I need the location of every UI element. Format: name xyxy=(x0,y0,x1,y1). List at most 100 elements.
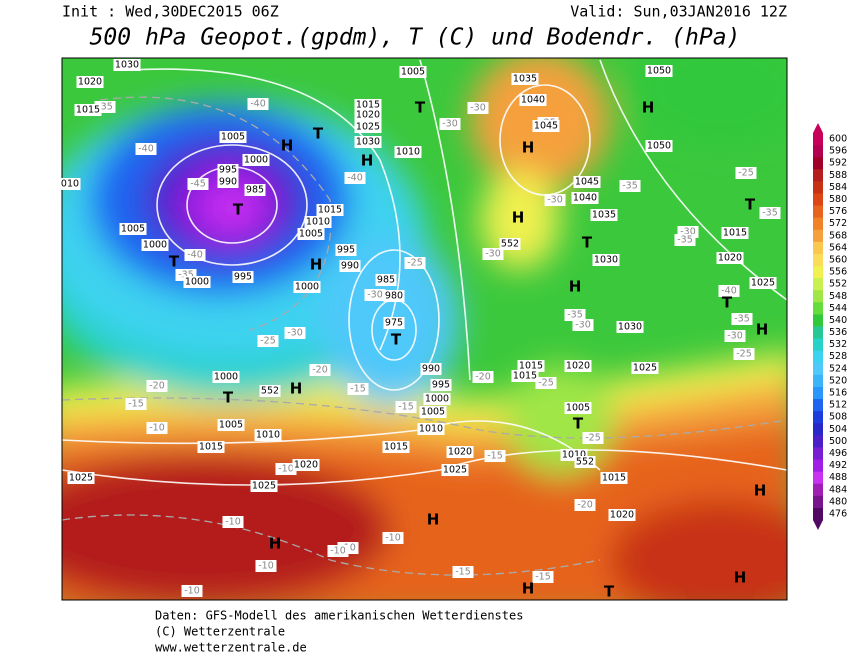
pressure-center: H xyxy=(281,137,294,155)
colorbar-segment xyxy=(813,314,823,327)
temperature-label-box xyxy=(309,364,331,376)
pressure-label-box xyxy=(590,209,618,221)
temperature-label: -35 xyxy=(622,181,638,192)
temperature-label: -15 xyxy=(455,567,471,578)
colorbar-label: 548 xyxy=(829,291,847,302)
colorbar-label: 524 xyxy=(829,363,847,374)
pressure-label-box xyxy=(59,178,81,190)
pressure-label-box xyxy=(441,464,469,476)
colorbar-label: 596 xyxy=(829,146,847,157)
colorbar-segment xyxy=(813,241,823,255)
pressure-label: 1015 xyxy=(513,371,537,382)
pressure-center: H xyxy=(361,152,374,170)
colorbar-label: 512 xyxy=(829,400,847,411)
temperature-label: -40 xyxy=(187,250,203,261)
pressure-center: T xyxy=(169,253,180,271)
temperature-label-box xyxy=(275,463,297,475)
colorbar-label: 560 xyxy=(829,254,847,265)
pressure-label-box xyxy=(74,104,102,116)
colorbar-segment xyxy=(813,374,823,388)
colorbar-segment xyxy=(813,169,823,182)
pressure-center: T xyxy=(582,234,593,252)
temperature-label: -20 xyxy=(475,372,491,383)
pressure-center: H xyxy=(522,580,535,598)
temperature-label-box xyxy=(404,257,426,269)
temperature-label: -10 xyxy=(184,586,200,597)
temperature-label: -10 xyxy=(278,464,294,475)
pressure-label-box xyxy=(573,176,601,188)
temperature-label-box xyxy=(724,330,746,342)
colorbar-label: 588 xyxy=(829,170,847,181)
pressure-label: 1020 xyxy=(718,253,742,264)
pressure-label-box xyxy=(141,239,169,251)
colorbar-label: 496 xyxy=(829,448,847,459)
pressure-label: 1020 xyxy=(294,460,318,471)
colorbar-label: 516 xyxy=(829,388,847,399)
temperature-label: -20 xyxy=(577,500,593,511)
colorbar-label: 600 xyxy=(829,134,847,145)
pressure-label: 1020 xyxy=(566,361,590,372)
temperature-label-box xyxy=(535,377,557,389)
pressure-label-box xyxy=(242,154,270,166)
pressure-label-box xyxy=(519,94,547,106)
pressure-label: 990 xyxy=(219,177,237,188)
temperature-label-box xyxy=(184,249,206,261)
pressure-label: 1045 xyxy=(534,121,558,132)
temperature-label-box xyxy=(439,118,461,130)
pressure-label: 1010 xyxy=(306,217,330,228)
pressure-label: 1030 xyxy=(115,60,139,71)
pressure-label: 1025 xyxy=(443,465,467,476)
pressure-label: 1010 xyxy=(562,450,586,461)
pressure-label-box xyxy=(217,164,239,176)
pressure-label-box xyxy=(517,360,545,372)
pressure-label-box xyxy=(217,176,239,188)
pressure-label-box xyxy=(197,441,225,453)
colorbar-label: 576 xyxy=(829,206,847,217)
temperature-label-box xyxy=(135,143,157,155)
pressure-label: 990 xyxy=(341,261,359,272)
pressure-label: 1000 xyxy=(295,282,319,293)
pressure-label-box xyxy=(645,65,673,77)
pressure-label: 1025 xyxy=(633,363,657,374)
pressure-label-box xyxy=(375,274,397,286)
colorbar-label: 584 xyxy=(829,182,847,193)
pressure-label: 1025 xyxy=(69,473,93,484)
pressure-label: 1000 xyxy=(185,277,209,288)
pressure-label-box xyxy=(232,271,254,283)
temperature-label-box xyxy=(574,499,596,511)
footer-line: (C) Wetterzentrale xyxy=(155,625,285,639)
pressure-center: T xyxy=(391,331,402,349)
pressure-label-box xyxy=(608,509,636,521)
colorbar-label: 484 xyxy=(829,484,847,495)
temperature-label-box xyxy=(452,566,474,578)
pressure-label-box xyxy=(217,419,245,431)
colorbar-segment xyxy=(813,290,823,303)
pressure-label-box xyxy=(259,385,281,397)
colorbar-segment xyxy=(813,411,823,424)
colorbar-segment xyxy=(813,132,823,146)
pressure-label: 1025 xyxy=(252,481,276,492)
colorbar-segment xyxy=(813,483,823,497)
temperature-label: -40 xyxy=(721,286,737,297)
colorbar-label: 592 xyxy=(829,158,847,169)
pressure-label-box xyxy=(592,254,620,266)
footer-line: www.wetterzentrale.de xyxy=(155,641,307,655)
pressure-label-box xyxy=(354,99,382,111)
pressure-label: 1005 xyxy=(221,132,245,143)
pressure-center: H xyxy=(269,535,282,553)
temperature-label: -35 xyxy=(734,314,750,325)
temperature-label-box xyxy=(257,335,279,347)
colorbar-segment xyxy=(813,193,823,207)
pressure-label-box xyxy=(417,423,445,435)
pressure-label: 1040 xyxy=(521,95,545,106)
pressure-center: H xyxy=(310,256,323,274)
temperature-label-box xyxy=(733,348,755,360)
temperature-label: -30 xyxy=(287,328,303,339)
pressure-label-box xyxy=(354,121,382,133)
temperature-label-box xyxy=(564,309,586,321)
temperature-label-box xyxy=(484,450,506,462)
temperature-label: -20 xyxy=(312,365,328,376)
pressure-label-box xyxy=(532,120,560,132)
temperature-label-box xyxy=(731,313,753,325)
